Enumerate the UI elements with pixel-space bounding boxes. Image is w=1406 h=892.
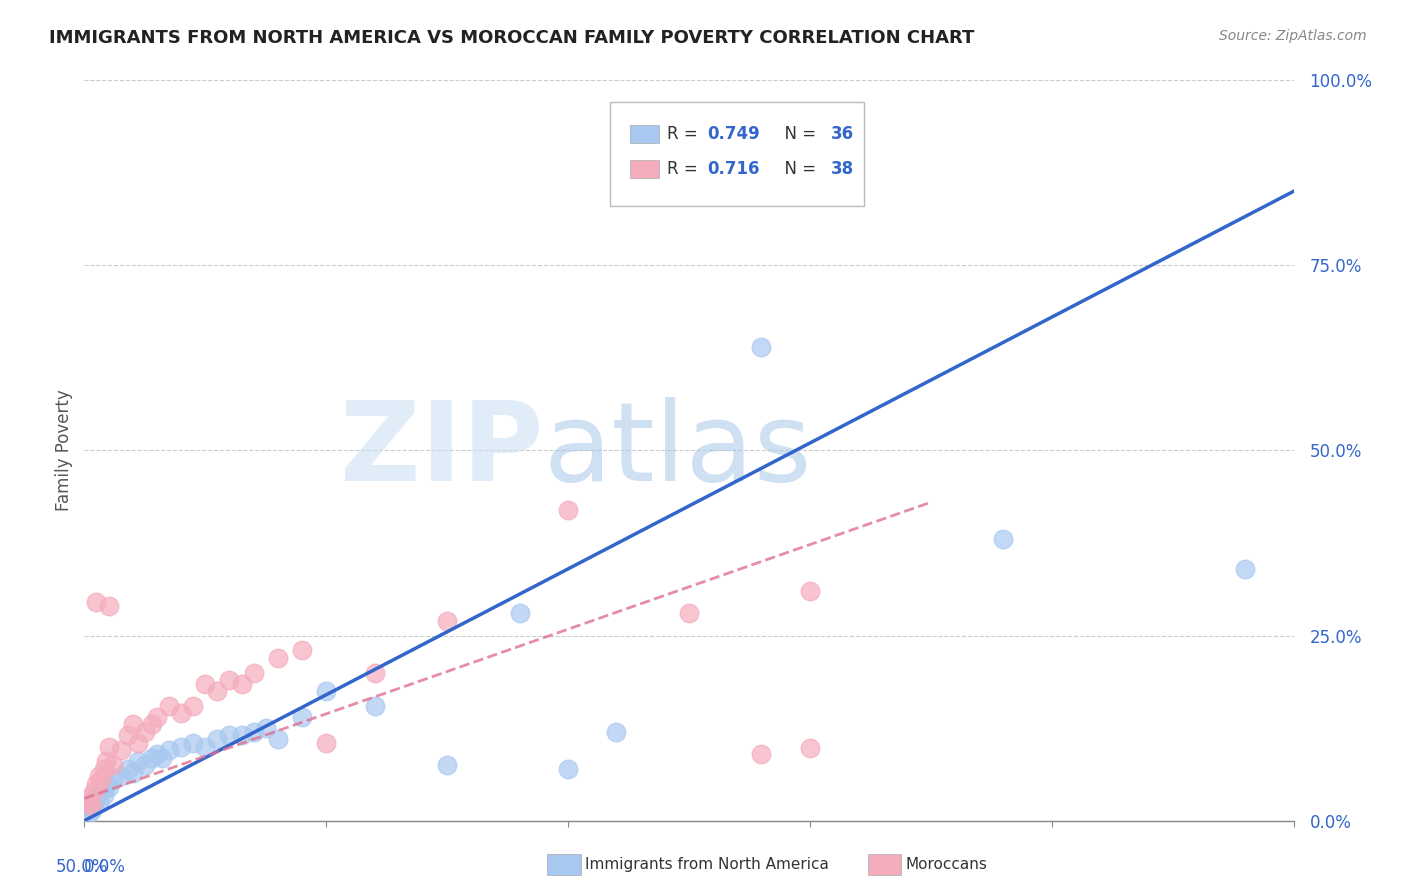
Point <box>86 595 108 609</box>
Point <box>799 741 821 756</box>
Point <box>76 798 98 813</box>
Point <box>267 732 290 747</box>
Point <box>194 676 217 690</box>
Point <box>110 769 132 783</box>
Point <box>207 684 229 698</box>
Text: N =: N = <box>773 161 821 178</box>
Point <box>751 340 773 354</box>
Point <box>127 736 149 750</box>
Point <box>557 762 579 776</box>
Text: Immigrants from North America: Immigrants from North America <box>585 857 828 871</box>
Point <box>291 710 314 724</box>
Point <box>146 747 169 761</box>
Point <box>121 717 143 731</box>
Point <box>242 665 264 680</box>
Point <box>80 803 103 817</box>
Point <box>207 732 229 747</box>
Text: R =: R = <box>668 161 703 178</box>
Point <box>509 607 531 621</box>
Point <box>77 795 100 809</box>
Text: R =: R = <box>668 126 703 144</box>
Point <box>117 762 139 776</box>
Point <box>605 724 627 739</box>
Point <box>157 743 180 757</box>
Point <box>363 698 385 713</box>
Point <box>751 747 773 761</box>
Point <box>77 806 100 821</box>
Text: 0.0%: 0.0% <box>84 858 127 876</box>
Point <box>436 758 458 772</box>
Point <box>97 739 120 754</box>
Point <box>315 684 337 698</box>
Point <box>799 584 821 599</box>
Point <box>315 736 337 750</box>
Point <box>90 784 112 798</box>
Point <box>557 502 579 516</box>
Point <box>93 762 115 776</box>
Point <box>267 650 290 665</box>
Point <box>181 698 204 713</box>
Point <box>76 791 98 805</box>
Point <box>141 717 163 731</box>
Point <box>103 758 125 772</box>
Text: IMMIGRANTS FROM NORTH AMERICA VS MOROCCAN FAMILY POVERTY CORRELATION CHART: IMMIGRANTS FROM NORTH AMERICA VS MOROCCA… <box>49 29 974 46</box>
Point <box>436 614 458 628</box>
Point <box>94 755 117 769</box>
Point <box>97 599 120 613</box>
Point <box>993 533 1015 547</box>
FancyBboxPatch shape <box>610 103 865 206</box>
Point <box>83 784 105 798</box>
Text: N =: N = <box>773 126 821 144</box>
Point <box>363 665 385 680</box>
Text: 50.0%: 50.0% <box>56 858 108 876</box>
Point <box>146 710 169 724</box>
Point <box>97 780 120 795</box>
Point <box>678 607 700 621</box>
Point <box>170 706 193 721</box>
Point <box>117 729 139 743</box>
Point <box>110 743 132 757</box>
Point <box>121 765 143 780</box>
Point <box>134 758 156 772</box>
Point <box>181 736 204 750</box>
Text: 36: 36 <box>831 126 853 144</box>
Point <box>1234 562 1257 576</box>
Point <box>194 739 217 754</box>
Point <box>218 729 240 743</box>
Point <box>150 750 173 764</box>
Point <box>80 798 103 813</box>
Point <box>87 795 110 809</box>
Text: ZIP: ZIP <box>340 397 544 504</box>
Point <box>87 769 110 783</box>
Point <box>93 788 115 802</box>
Point <box>231 729 253 743</box>
Point <box>86 791 108 805</box>
Y-axis label: Family Poverty: Family Poverty <box>55 390 73 511</box>
FancyBboxPatch shape <box>630 161 659 178</box>
Point <box>231 676 253 690</box>
Point <box>157 698 180 713</box>
Point <box>141 750 163 764</box>
Point <box>127 755 149 769</box>
Text: atlas: atlas <box>544 397 813 504</box>
Point <box>103 772 125 787</box>
Text: Moroccans: Moroccans <box>905 857 987 871</box>
Text: 0.749: 0.749 <box>707 126 759 144</box>
Point <box>94 776 117 791</box>
Point <box>218 673 240 687</box>
Point <box>254 721 277 735</box>
Point <box>134 724 156 739</box>
FancyBboxPatch shape <box>630 126 659 144</box>
Point <box>90 772 112 787</box>
Text: 0.716: 0.716 <box>707 161 759 178</box>
Point <box>86 776 108 791</box>
Point <box>291 643 314 657</box>
Point <box>83 798 105 813</box>
Text: 38: 38 <box>831 161 853 178</box>
Point <box>242 724 264 739</box>
Text: Source: ZipAtlas.com: Source: ZipAtlas.com <box>1219 29 1367 43</box>
Point <box>170 739 193 754</box>
